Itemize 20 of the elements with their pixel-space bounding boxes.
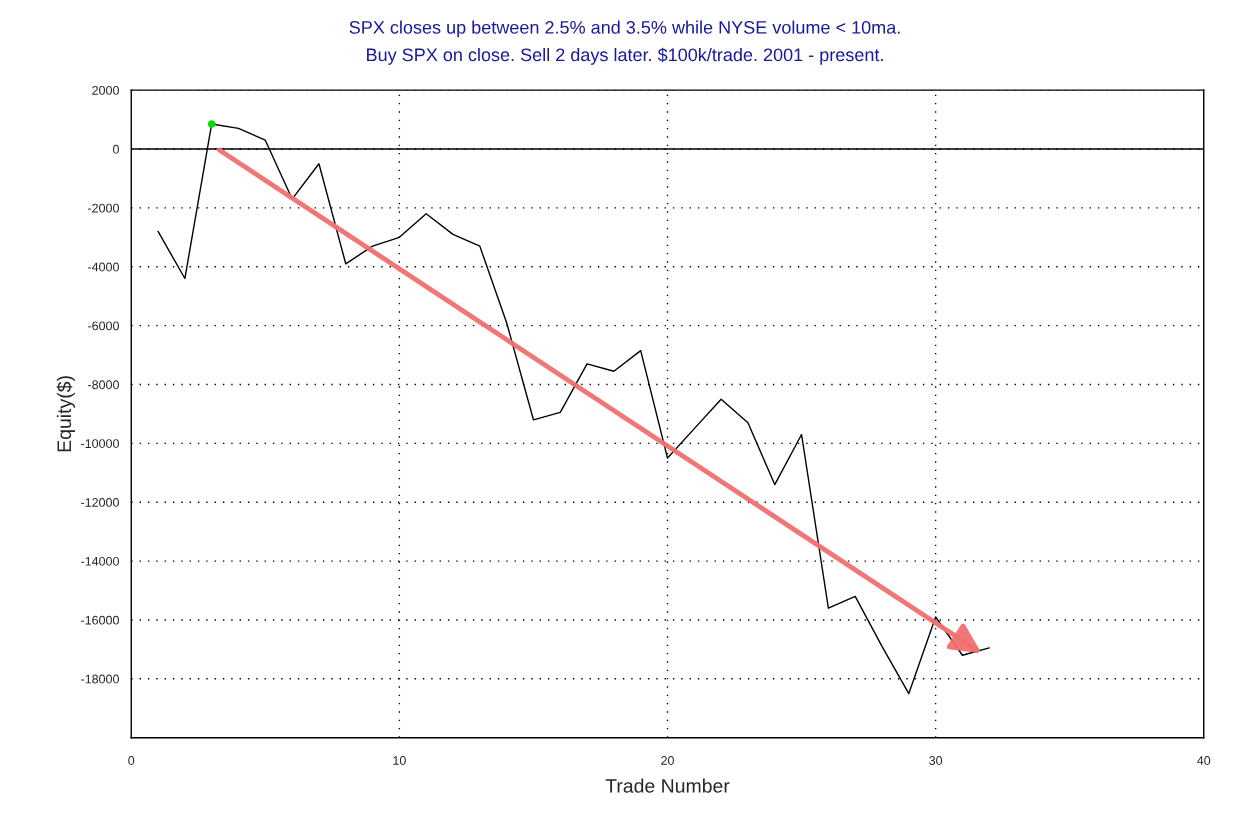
y-tick-label: -18000 <box>81 674 119 684</box>
y-tick-label: -2000 <box>88 203 119 213</box>
y-tick-label: -8000 <box>88 380 119 390</box>
x-tick-label: 10 <box>393 756 406 765</box>
y-tick-label: -14000 <box>81 556 119 566</box>
x-tick-label: 30 <box>929 756 943 765</box>
x-tick-label: 20 <box>661 756 674 765</box>
y-axis-title: Equity($) <box>56 376 75 452</box>
x-tick-label: 0 <box>128 756 135 765</box>
y-tick-label: -16000 <box>81 615 119 625</box>
chart-title: SPX closes up between 2.5% and 3.5% while NYSE volume < 10ma. <box>349 20 900 38</box>
y-tick-label: -4000 <box>88 262 119 272</box>
y-tick-label: -6000 <box>88 321 119 331</box>
x-axis-title: Trade Number <box>605 778 730 793</box>
y-tick-label: 2000 <box>92 85 119 95</box>
x-tick-label: 40 <box>1197 756 1211 765</box>
y-tick-label: -12000 <box>81 498 119 507</box>
chart-subtitle: Buy SPX on close. Sell 2 days later. $100k/trade. 2001 - present. <box>367 47 883 65</box>
y-tick-label: 0 <box>112 144 119 154</box>
y-tick-label: -10000 <box>81 439 119 448</box>
